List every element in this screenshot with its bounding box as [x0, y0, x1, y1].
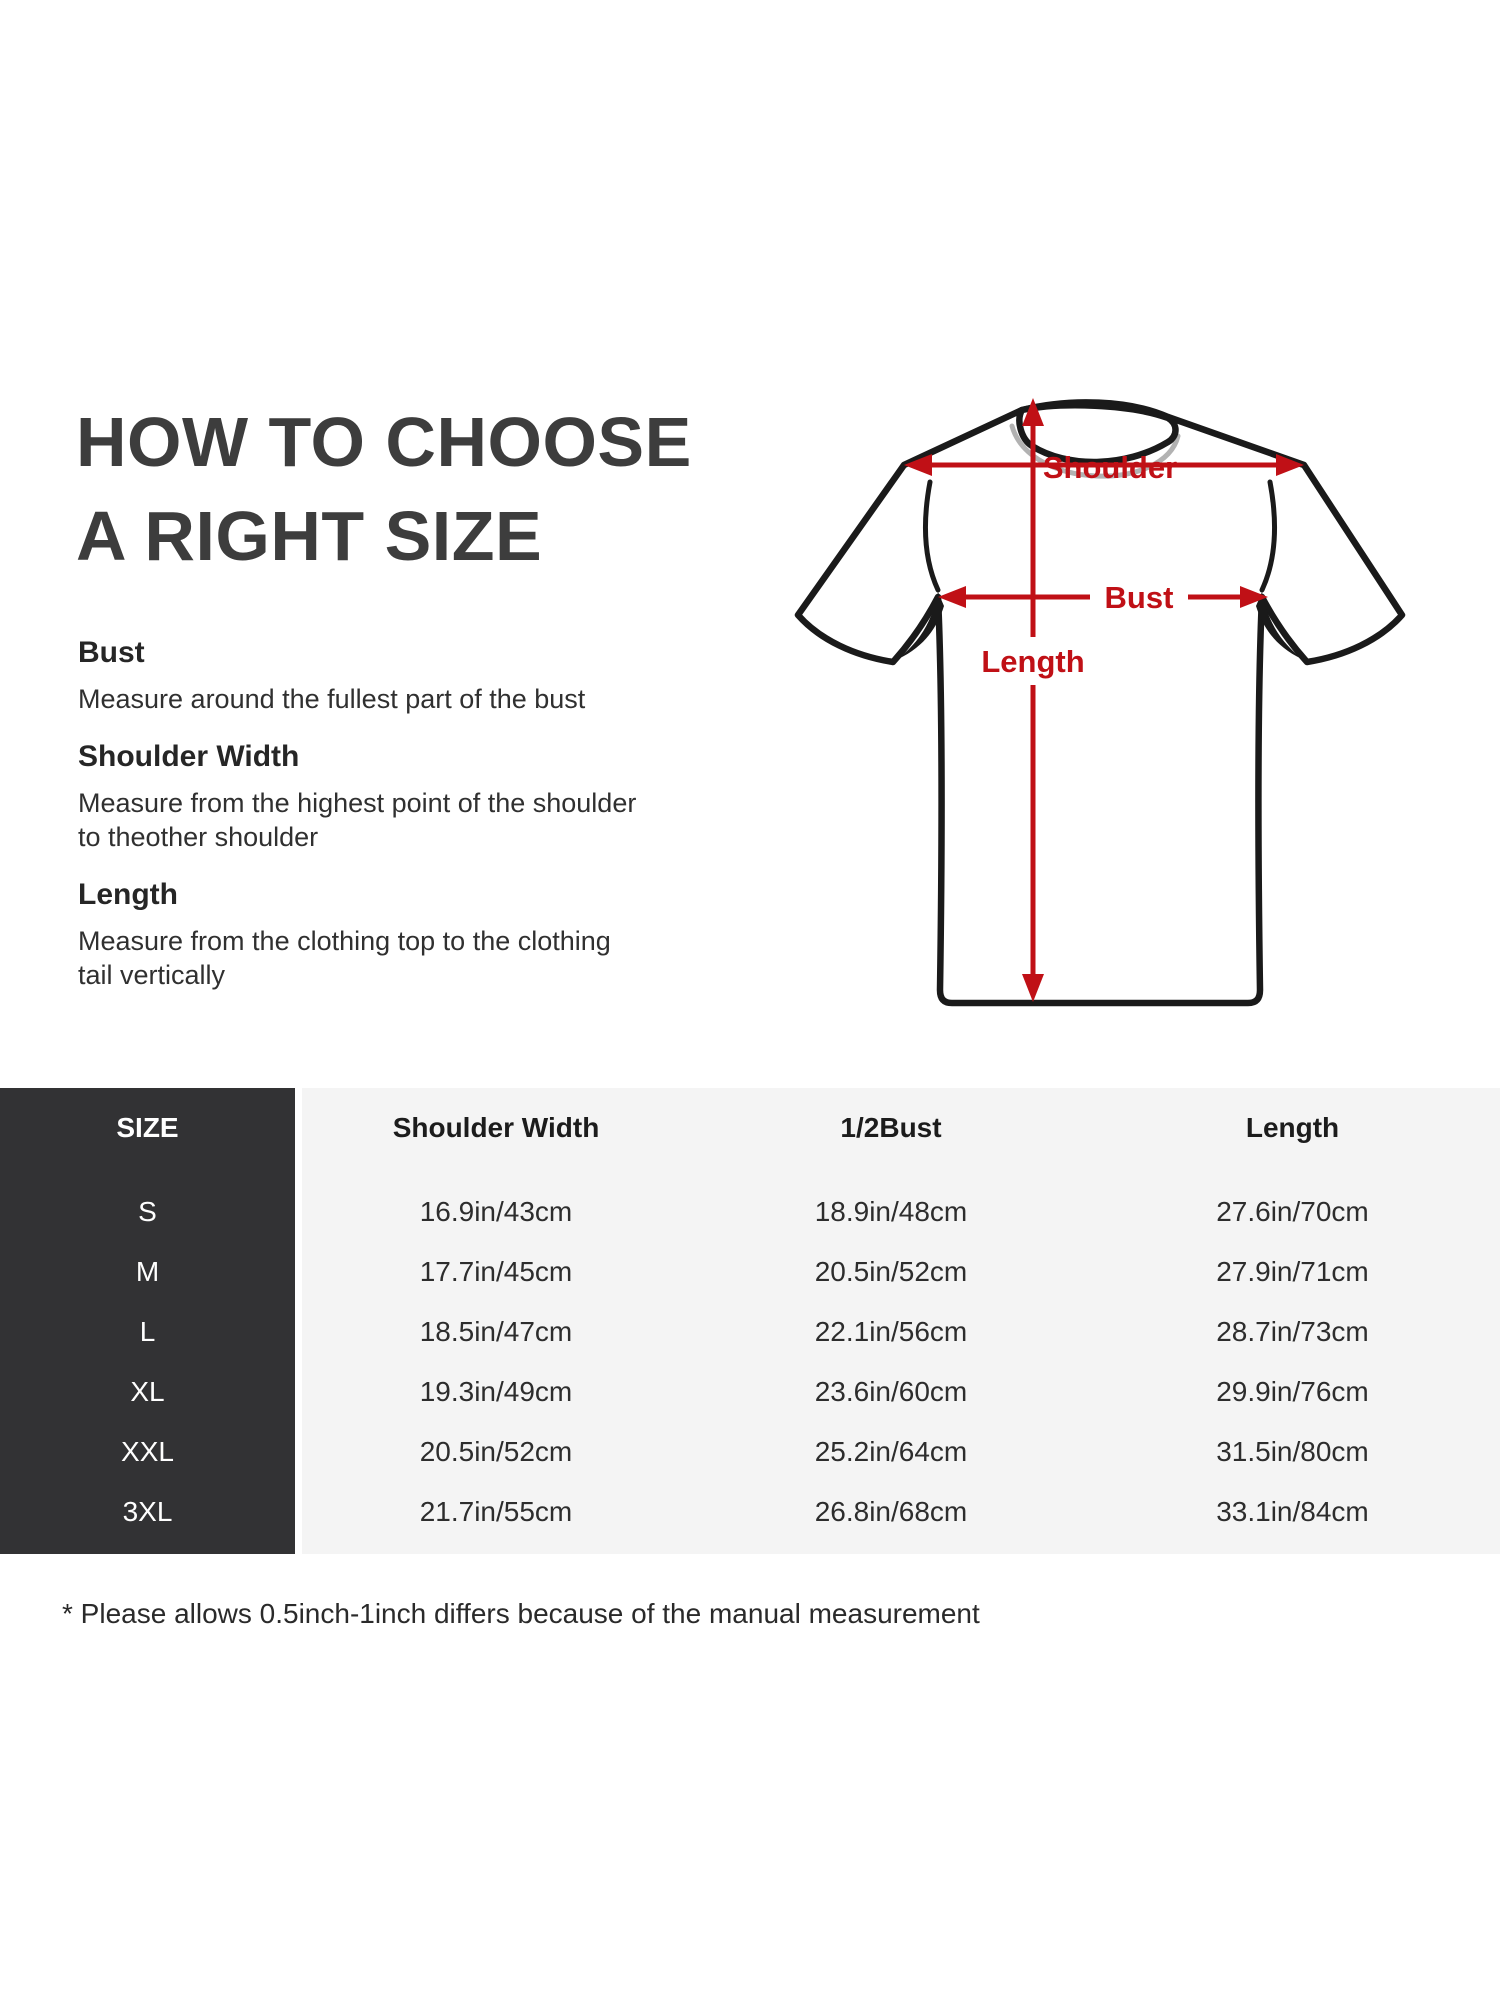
row-xxl-shoulder-width: 20.5in/52cm	[419, 1436, 573, 1467]
table-spacer	[0, 1168, 1500, 1182]
row-s-shoulder-width: 16.9in/43cm	[419, 1196, 573, 1227]
size-table-grid: SIZE Shoulder Width 1/2Bust Length S 16.…	[0, 1088, 1500, 1542]
row-xxl-length: 31.5in/80cm	[1216, 1436, 1369, 1467]
row-xl-size: XL	[130, 1376, 165, 1407]
measurement-disclaimer: * Please allows 0.5inch-1inch differs be…	[62, 1598, 980, 1629]
row-3xl-size: 3XL	[122, 1496, 173, 1527]
right-sleeve-seam	[1259, 479, 1278, 593]
section-shoulder-width-description: Measure from the highest point of the sh…	[78, 788, 637, 852]
row-s-half-bust: 18.9in/48cm	[814, 1196, 968, 1227]
section-bust-description: Measure around the fullest part of the b…	[78, 684, 586, 714]
page-title: HOW TO CHOOSE A RIGHT SIZE	[76, 395, 692, 583]
page-title-line-1: HOW TO CHOOSE	[76, 403, 692, 481]
shoulder-arrowhead-right	[1276, 454, 1304, 476]
tshirt-illustration: Shoulder Bust Length	[794, 398, 1406, 1007]
section-shoulder-width: Shoulder Width Measure from the highest …	[78, 738, 658, 854]
row-l-shoulder-width: 18.5in/47cm	[419, 1316, 573, 1347]
row-3xl-shoulder-width: 21.7in/55cm	[419, 1496, 573, 1527]
size-table: SIZE Shoulder Width 1/2Bust Length S 16.…	[0, 1088, 1500, 1554]
row-xl-shoulder-width: 19.3in/49cm	[419, 1376, 573, 1407]
row-s-size: S	[138, 1196, 157, 1227]
length-arrowhead-top	[1022, 398, 1044, 426]
measuring-instructions: Bust Measure around the fullest part of …	[78, 634, 658, 1014]
column-header-length: Length	[1245, 1112, 1340, 1143]
row-xl-half-bust: 23.6in/60cm	[814, 1376, 968, 1407]
bust-arrowhead-left	[938, 586, 966, 608]
section-length-description: Measure from the clothing top to the clo…	[78, 926, 611, 990]
row-l-half-bust: 22.1in/56cm	[814, 1316, 968, 1347]
row-m-length: 27.9in/71cm	[1216, 1256, 1369, 1287]
row-s-length: 27.6in/70cm	[1216, 1196, 1369, 1227]
column-header-half-bust: 1/2Bust	[840, 1112, 942, 1143]
tshirt-measurement-diagram: Shoulder Bust Length	[780, 378, 1420, 1058]
size-column-background	[0, 1088, 295, 1554]
diagram-label-shoulder: Shoulder	[1043, 450, 1177, 485]
left-sleeve-seam	[922, 479, 941, 593]
diagram-label-bust: Bust	[1105, 580, 1174, 615]
section-bust: Bust Measure around the fullest part of …	[78, 634, 658, 716]
section-length-heading: Length	[78, 878, 178, 911]
diagram-label-length: Length	[981, 644, 1084, 679]
collar	[1016, 402, 1179, 466]
section-length: Length Measure from the clothing top to …	[78, 876, 658, 992]
row-3xl-length: 33.1in/84cm	[1216, 1496, 1369, 1527]
row-3xl-half-bust: 26.8in/68cm	[814, 1496, 968, 1527]
size-column-divider	[295, 1088, 302, 1554]
column-header-shoulder-width: Shoulder Width	[392, 1112, 600, 1143]
row-l-length: 28.7in/73cm	[1216, 1316, 1369, 1347]
row-l-size: L	[139, 1316, 156, 1347]
section-shoulder-width-heading: Shoulder Width	[78, 740, 300, 773]
column-header-size: SIZE	[116, 1112, 179, 1143]
bust-arrowhead-right	[1240, 586, 1268, 608]
tshirt-outline	[794, 399, 1406, 1007]
row-m-size: M	[135, 1256, 160, 1287]
row-xxl-size: XXL	[121, 1436, 174, 1467]
shoulder-arrowhead-left	[904, 454, 932, 476]
row-m-half-bust: 20.5in/52cm	[814, 1256, 968, 1287]
row-xl-length: 29.9in/76cm	[1216, 1376, 1369, 1407]
length-arrowhead-bottom	[1022, 974, 1044, 1002]
row-xxl-half-bust: 25.2in/64cm	[814, 1436, 968, 1467]
collar-shadow	[1009, 423, 1181, 479]
section-bust-heading: Bust	[78, 636, 145, 669]
page-title-line-2: A RIGHT SIZE	[76, 497, 543, 575]
left-armpit-shadow	[898, 592, 944, 659]
row-m-shoulder-width: 17.7in/45cm	[419, 1256, 573, 1287]
